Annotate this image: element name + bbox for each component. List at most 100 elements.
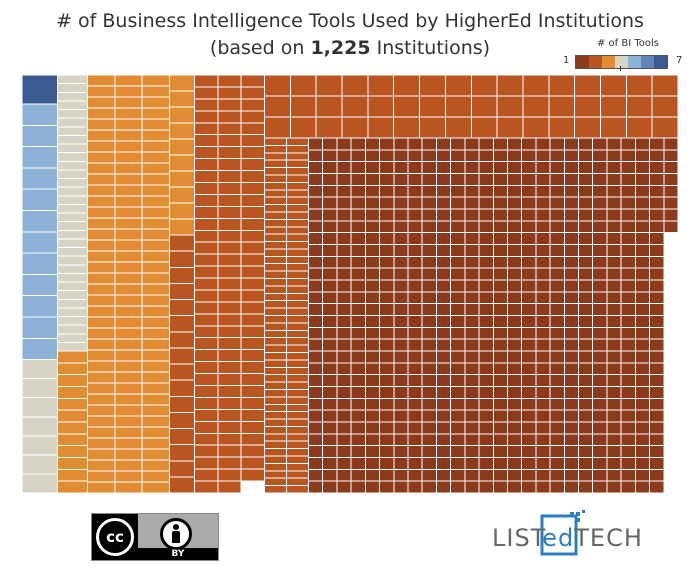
treemap-cell-1-tools: [563, 433, 580, 447]
treemap-cell-1-tools: [606, 244, 622, 257]
treemap-cell-1-tools: [606, 397, 622, 411]
treemap-cell-1-tools: [478, 137, 494, 151]
treemap-cell-1-tools: [492, 267, 508, 281]
attribution-person-icon: [160, 518, 192, 550]
treemap-cell-1-tools: [620, 161, 636, 174]
treemap-cell-4-tools: [87, 382, 116, 395]
treemap-cell-1-tools: [407, 267, 423, 281]
treemap-cell-1-tools: [535, 196, 551, 210]
treemap-cell-2-tools: [264, 381, 287, 390]
treemap-cell-1-tools: [606, 137, 622, 151]
treemap-cell-4-tools: [141, 261, 170, 274]
treemap-cell-1-tools: [421, 291, 437, 305]
treemap-cell-1-tools: [322, 255, 338, 269]
treemap-cell-5-tools: [22, 359, 58, 380]
treemap-cell-1-tools: [506, 468, 523, 482]
treemap-cell-1-tools: [606, 173, 622, 186]
treemap-cell-4-tools: [169, 186, 195, 204]
treemap-cell-1-tools: [393, 397, 409, 411]
treemap-cell-2-tools: [444, 116, 472, 139]
treemap-cell-4-tools: [87, 96, 116, 109]
treemap-cell-4-tools: [114, 151, 143, 164]
treemap-cell-3-tools: [194, 170, 219, 183]
treemap-cell-4-tools: [87, 349, 116, 362]
treemap-cell-1-tools: [350, 421, 366, 435]
treemap-cell-1-tools: [592, 232, 608, 245]
treemap-cell-1-tools: [450, 161, 466, 174]
treemap-cell-1-tools: [379, 326, 395, 340]
treemap-cell-3-tools: [240, 253, 265, 267]
legend-swatch-4: [615, 56, 628, 68]
treemap-cell-1-tools: [435, 279, 452, 293]
treemap-cell-1-tools: [649, 386, 665, 399]
treemap-cell-1-tools: [578, 468, 594, 482]
treemap-cell-1-tools: [492, 255, 508, 269]
treemap-cell-1-tools: [336, 208, 352, 222]
treemap-cell-1-tools: [521, 445, 537, 459]
treemap-cell-1-tools: [549, 374, 565, 388]
treemap-cell-4-tools: [141, 118, 170, 131]
treemap-cell-1-tools: [563, 409, 580, 423]
treemap-cell-1-tools: [393, 303, 409, 316]
treemap-cell-1-tools: [634, 480, 651, 493]
treemap-cell-3-tools: [240, 158, 265, 172]
treemap-cell-4-tools: [141, 173, 170, 186]
treemap-cell-1-tools: [521, 196, 537, 210]
treemap-cell-1-tools: [663, 208, 678, 222]
treemap-cell-4-tools: [141, 272, 170, 285]
treemap-cell-1-tools: [521, 279, 537, 293]
treemap-cell-4-tools: [114, 382, 143, 395]
treemap-cell-1-tools: [606, 433, 622, 447]
treemap-cell-1-tools: [322, 433, 338, 447]
treemap-cell-1-tools: [364, 184, 381, 198]
treemap-cell-2-tools: [264, 448, 287, 457]
treemap-cell-1-tools: [578, 409, 594, 423]
treemap-cell-1-tools: [549, 303, 565, 316]
treemap-cell-3-tools: [240, 229, 265, 243]
treemap-cell-3-tools: [217, 396, 242, 410]
treemap-cell-1-tools: [407, 338, 423, 352]
treemap-cell-4-tools: [114, 162, 143, 175]
treemap-cell-1-tools: [606, 267, 622, 281]
treemap-cell-2-tools: [393, 116, 421, 139]
treemap-cell-1-tools: [649, 220, 665, 234]
treemap-cell-1-tools: [407, 208, 423, 222]
treemap-cell-2-tools: [264, 116, 291, 139]
treemap-cell-1-tools: [506, 362, 523, 376]
treemap-cell-1-tools: [379, 255, 395, 269]
treemap-cell-6-tools: [22, 337, 58, 361]
treemap-cell-2-tools: [286, 292, 309, 302]
treemap-cell-3-tools: [240, 337, 265, 351]
treemap-cell-1-tools: [407, 326, 423, 340]
treemap-cell-5-tools: [57, 126, 88, 136]
treemap-cell-3-tools: [194, 110, 219, 124]
treemap-cell-1-tools: [592, 291, 608, 305]
treemap-cell-1-tools: [578, 362, 594, 376]
treemap-cell-1-tools: [350, 433, 366, 447]
treemap-cell-2-tools: [286, 485, 309, 493]
treemap-cell-2-tools: [289, 116, 317, 139]
treemap-cell-5-tools: [57, 169, 88, 180]
treemap-cell-1-tools: [336, 173, 352, 186]
treemap-cell-4-tools: [57, 386, 88, 399]
treemap-cell-1-tools: [364, 445, 381, 459]
treemap-cell-1-tools: [322, 480, 338, 493]
treemap-cell-1-tools: [492, 362, 508, 376]
treemap-cell-5-tools: [57, 178, 88, 188]
treemap-cell-3-tools: [240, 217, 265, 231]
treemap-cell-1-tools: [535, 220, 551, 234]
subtitle-prefix: (based on: [209, 37, 311, 59]
treemap-cell-1-tools: [521, 338, 537, 352]
treemap-cell-3-tools: [194, 349, 219, 363]
treemap-cell-4-tools: [141, 85, 170, 98]
treemap-cell-2-tools: [286, 433, 309, 442]
treemap-cell-1-tools: [464, 184, 480, 198]
treemap-cell-1-tools: [578, 433, 594, 447]
treemap-cell-1-tools: [379, 445, 395, 459]
treemap-cell-1-tools: [450, 480, 466, 493]
treemap-cell-2-tools: [264, 433, 287, 442]
treemap-cell-1-tools: [435, 457, 452, 470]
treemap-cell-1-tools: [592, 457, 608, 470]
treemap-cell-4-tools: [87, 470, 116, 483]
treemap-cell-1-tools: [521, 244, 537, 257]
